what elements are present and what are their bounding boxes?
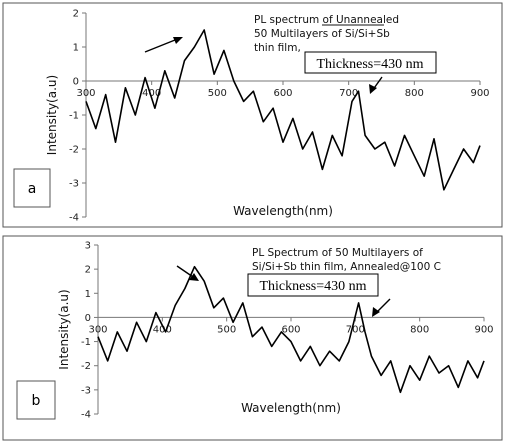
panel-b-thickness-label: Thickness=430 nm bbox=[259, 279, 366, 294]
panel-a-arrow-right bbox=[369, 76, 383, 94]
panel-a-x-tick-label: 400 bbox=[142, 88, 161, 99]
panel-a-x-tick-label: 500 bbox=[208, 88, 227, 99]
panel-b-y-tick-label: 2 bbox=[85, 265, 91, 276]
panel-b-x-axis-title: Wavelength(nm) bbox=[241, 401, 341, 415]
panel-a-y-tick-label: -1 bbox=[69, 111, 79, 122]
panel-a-plot: -4 -3 -2 -1 0 1 2 300 400 500 600 700 800 900 Waveleng… bbox=[45, 9, 490, 224]
panel-a-y-tick-label: -3 bbox=[69, 179, 79, 190]
panel-b-annotation-line-2: Si/Si+Sb thin film, Annealed@100 C bbox=[252, 261, 441, 273]
panel-a-x-tick-label: 900 bbox=[470, 88, 489, 99]
panel-a-x-tick-label: 800 bbox=[405, 88, 424, 99]
panel-a-annotation-line-1: PL spectrum of Unannealed bbox=[254, 14, 399, 26]
panel-a-y-tick-label: 1 bbox=[73, 43, 79, 54]
panel-b-y-tick-label: -2 bbox=[81, 361, 91, 372]
panel-b-y-tick-label: -1 bbox=[81, 337, 91, 348]
panel-a-thickness-box bbox=[304, 51, 437, 74]
panel-b-x-tick-label: 400 bbox=[153, 324, 172, 335]
panel-b-spectrum-line bbox=[97, 265, 485, 394]
panel-a-y-tick-label: -4 bbox=[69, 213, 79, 224]
panel-a-label-box bbox=[13, 168, 51, 208]
panel-a-label: a bbox=[28, 181, 37, 197]
panel-a-thickness-label: Thickness=430 nm bbox=[316, 57, 423, 72]
panel-b-y-tick-label: 0 bbox=[85, 313, 91, 324]
panel-a: -4 -3 -2 -1 0 1 2 300 400 500 600 700 800 900 Waveleng… bbox=[2, 2, 503, 228]
panel-a-x-tick-label: 700 bbox=[339, 88, 358, 99]
panel-b-annotation-line-1: PL Spectrum of 50 Multilayers of bbox=[252, 247, 423, 259]
panel-a-y-axis-title: Intensity(a.u) bbox=[45, 75, 59, 155]
panel-b-y-axis-title: Intensity(a.u) bbox=[57, 289, 71, 369]
panel-b-x-tick-label: 300 bbox=[88, 324, 107, 335]
panel-b-arrow-left bbox=[176, 265, 199, 281]
panel-b-arrow-right bbox=[372, 298, 391, 317]
panel-a-annotation-line-3: thin film, bbox=[254, 42, 301, 54]
panel-b-plot: -4 -3 -2 -1 0 1 2 3 300 400 500 600 700 800 900 Wavelen… bbox=[57, 241, 494, 421]
panel-b-y-tick-label: 3 bbox=[85, 241, 91, 252]
panel-b-label: b bbox=[32, 393, 41, 409]
panel-b-y-tick-label: 1 bbox=[85, 289, 91, 300]
panel-a-x-axis-title: Wavelength(nm) bbox=[233, 204, 333, 218]
panel-a-annotation-line-2: 50 Multilayers of Si/Si+Sb bbox=[254, 28, 390, 40]
panel-b-frame bbox=[2, 235, 503, 441]
panel-a-arrow-left bbox=[144, 37, 183, 53]
panel-b-x-tick-label: 800 bbox=[410, 324, 429, 335]
panel-b-y-tick-label: -3 bbox=[81, 385, 91, 396]
panel-b-x-tick-label: 700 bbox=[346, 324, 365, 335]
panel-b-x-tick-label: 600 bbox=[281, 324, 300, 335]
panel-a-x-tick-label: 600 bbox=[273, 88, 292, 99]
panel-b-y-tick-label: -4 bbox=[81, 410, 91, 421]
panel-b-x-tick-label: 500 bbox=[217, 324, 236, 335]
panel-a-y-tick-label: 2 bbox=[73, 9, 79, 20]
panel-a-y-tick-label: 0 bbox=[73, 77, 79, 88]
panel-b-label-box bbox=[16, 380, 56, 420]
panel-a-y-tick-label: -2 bbox=[69, 145, 79, 156]
panel-b-thickness-box bbox=[247, 273, 379, 297]
panel-b: -4 -3 -2 -1 0 1 2 3 300 400 500 600 700 800 900 Wavelen… bbox=[2, 235, 503, 441]
panel-b-x-tick-label: 900 bbox=[474, 324, 493, 335]
panel-a-spectrum-line bbox=[85, 29, 481, 191]
panel-a-x-tick-label: 300 bbox=[76, 88, 95, 99]
